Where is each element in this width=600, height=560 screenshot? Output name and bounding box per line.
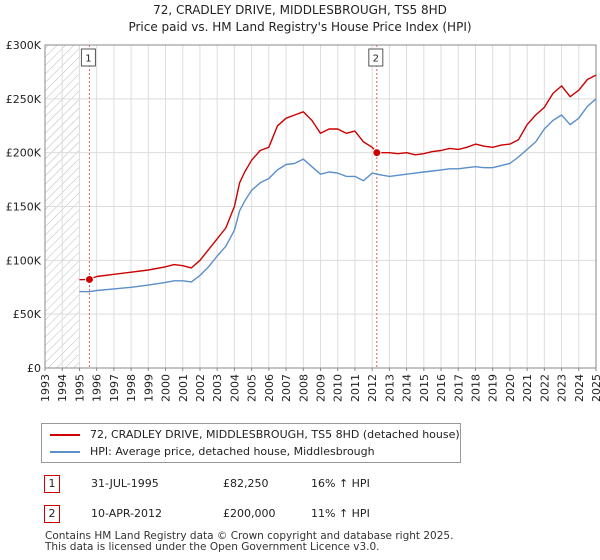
y-tick-label: £50K [13, 308, 42, 321]
sale-marker-box [368, 48, 384, 67]
sale-hpi-diff: 16% ↑ HPI [311, 477, 370, 490]
sale-point [84, 274, 94, 284]
x-tick-label: 2004 [228, 374, 241, 402]
footer-licence: This data is licensed under the Open Gov… [45, 541, 380, 553]
x-tick-label: 2015 [418, 374, 431, 402]
sale-marker-label: 1 [85, 54, 91, 65]
sale-row: 2 10-APR-2012 £200,000 11% ↑ HPI [41, 504, 581, 526]
sale-row: 1 31-JUL-1995 £82,250 16% ↑ HPI [41, 474, 581, 496]
legend-label-hpi: HPI: Average price, detached house, Midd… [90, 445, 375, 458]
x-tick-label: 1998 [125, 374, 138, 402]
property-price-line [79, 74, 597, 281]
x-tick-label: 1994 [56, 374, 69, 402]
y-tick-label: £200K [6, 147, 42, 160]
x-tick-label: 2003 [211, 374, 224, 402]
x-tick-label: 2009 [315, 374, 328, 402]
x-tick-label: 2011 [349, 374, 362, 402]
x-tick-label: 2014 [401, 374, 414, 402]
sale-marker-badge: 1 [44, 475, 60, 493]
x-tick-label: 2021 [521, 374, 534, 402]
x-tick-label: 2002 [194, 374, 207, 402]
legend-item-property: 72, CRADLEY DRIVE, MIDDLESBROUGH, TS5 8H… [50, 427, 460, 443]
hpi-line [79, 98, 597, 293]
x-tick-label: 2016 [435, 374, 448, 402]
y-tick-label: £250K [6, 93, 42, 106]
sale-point [372, 148, 382, 158]
x-tick-label: 1996 [91, 374, 104, 402]
sale-price: £82,250 [223, 477, 269, 490]
x-tick-label: 2010 [332, 374, 345, 402]
sale-date: 10-APR-2012 [91, 507, 163, 520]
x-tick-label: 2005 [246, 374, 259, 402]
x-tick-label: 2017 [452, 374, 465, 402]
y-tick-label: £150K [6, 201, 42, 214]
y-tick-label: £0 [27, 362, 41, 375]
x-tick-label: 1999 [142, 374, 155, 402]
legend: 72, CRADLEY DRIVE, MIDDLESBROUGH, TS5 8H… [41, 423, 461, 463]
x-tick-label: 2012 [366, 374, 379, 402]
x-tick-label: 2013 [383, 374, 396, 402]
x-tick-label: 2007 [280, 374, 293, 402]
x-tick-label: 2000 [160, 374, 173, 402]
sale-marker-badge: 2 [44, 505, 60, 523]
sale-marker-box [80, 48, 96, 67]
y-tick-label: £300K [6, 39, 42, 52]
sale-price: £200,000 [223, 507, 276, 520]
x-tick-label: 2024 [573, 374, 586, 402]
price-chart: 72, CRADLEY DRIVE, MIDDLESBROUGH, TS5 8H… [6, 3, 600, 402]
sale-date: 31-JUL-1995 [91, 477, 159, 490]
legend-swatch-hpi [50, 451, 80, 453]
x-tick-label: 2018 [469, 374, 482, 402]
sale-hpi-diff: 11% ↑ HPI [311, 507, 370, 520]
x-tick-label: 2025 [590, 374, 600, 402]
x-tick-label: 2008 [297, 374, 310, 402]
footer: Contains HM Land Registry data © Crown c… [45, 531, 585, 553]
x-tick-label: 1993 [39, 374, 52, 402]
x-tick-label: 1995 [73, 374, 86, 402]
x-tick-label: 2022 [538, 374, 551, 402]
legend-item-hpi: HPI: Average price, detached house, Midd… [50, 444, 375, 460]
y-tick-label: £100K [6, 254, 42, 267]
footer-copyright: Contains HM Land Registry data © Crown c… [45, 530, 454, 542]
x-tick-label: 2019 [487, 374, 500, 402]
chart-subtitle: Price paid vs. HM Land Registry's House … [128, 20, 471, 34]
x-tick-label: 1997 [108, 374, 121, 402]
x-tick-label: 2001 [177, 374, 190, 402]
x-tick-label: 2020 [504, 374, 517, 402]
legend-swatch-property [50, 434, 80, 436]
legend-label-property: 72, CRADLEY DRIVE, MIDDLESBROUGH, TS5 8H… [90, 428, 460, 441]
chart-title: 72, CRADLEY DRIVE, MIDDLESBROUGH, TS5 8H… [153, 3, 447, 17]
x-tick-label: 2006 [263, 374, 276, 402]
sale-marker-label: 2 [373, 54, 379, 65]
x-tick-label: 2023 [556, 374, 569, 402]
